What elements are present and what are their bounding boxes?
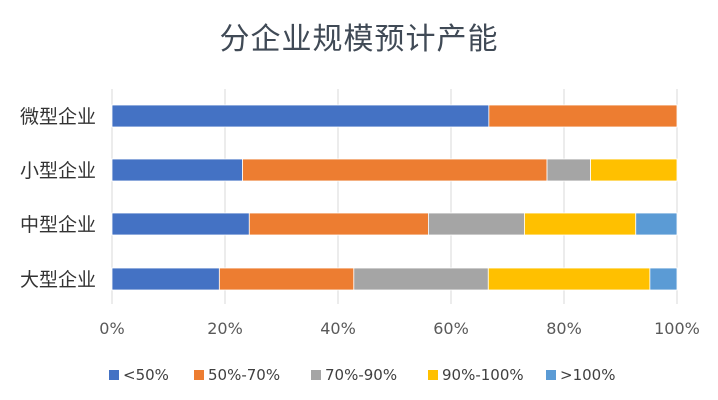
bar-segment — [427, 212, 525, 236]
bar-segment — [590, 158, 678, 182]
bar-segment — [111, 212, 250, 236]
legend-label: 50%-70% — [208, 366, 280, 384]
bar-segment — [487, 267, 651, 291]
bar-segment — [546, 158, 591, 182]
legend-label: 70%-90% — [325, 366, 397, 384]
x-tick-label: 20% — [207, 319, 243, 338]
bar-segment — [488, 104, 678, 128]
category-label: 大型企业 — [20, 269, 96, 291]
x-tick-label: 60% — [433, 319, 469, 338]
bar-segment — [649, 267, 678, 291]
bars — [111, 104, 678, 291]
legend: <50% 50%-70% 70%-90% 90%-100% >100% — [109, 366, 615, 384]
bar-segment — [248, 212, 429, 236]
legend-swatch — [194, 370, 204, 380]
legend-swatch — [428, 370, 438, 380]
legend-swatch — [546, 370, 556, 380]
category-label: 中型企业 — [20, 214, 96, 236]
bar-segment — [242, 158, 548, 182]
bar-segment — [353, 267, 489, 291]
category-label: 微型企业 — [20, 106, 96, 128]
category-label: 小型企业 — [20, 160, 96, 182]
bar-segment — [111, 158, 243, 182]
x-tick-label: 100% — [654, 319, 700, 338]
legend-label: 90%-100% — [442, 366, 524, 384]
bar-segment — [635, 212, 678, 236]
x-tick-label: 0% — [99, 319, 124, 338]
bar-segment — [218, 267, 355, 291]
chart-title: 分企业规模预计产能 — [219, 22, 499, 57]
legend-label: <50% — [123, 366, 169, 384]
x-tick-label: 80% — [546, 319, 582, 338]
x-tick-labels: 0% 20% 40% 60% 80% 100% — [99, 319, 700, 338]
bar-segment — [111, 104, 490, 128]
legend-label: >100% — [560, 366, 615, 384]
legend-swatch — [311, 370, 321, 380]
bar-segment — [111, 267, 220, 291]
x-tick-label: 40% — [320, 319, 356, 338]
bar-segment — [524, 212, 637, 236]
legend-swatch — [109, 370, 119, 380]
